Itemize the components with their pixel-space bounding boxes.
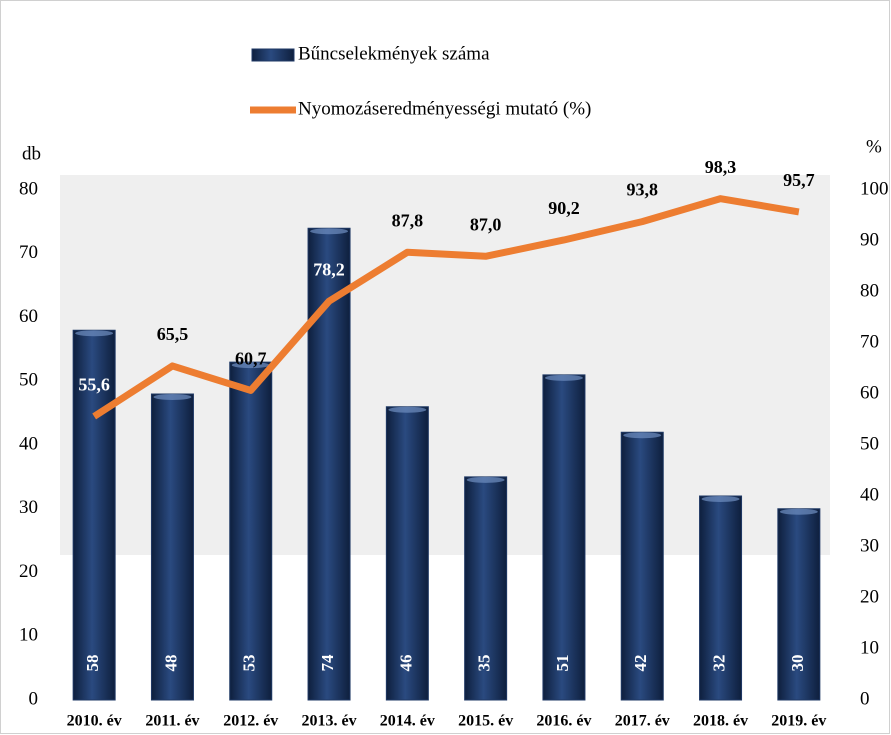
bar — [620, 431, 664, 701]
bar-cap — [310, 228, 349, 235]
x-tick-label: 2011. év — [145, 713, 199, 730]
x-tick-label: 2013. év — [301, 713, 356, 730]
line-value-label: 87,8 — [392, 210, 424, 230]
line-value-label: 55,6 — [78, 375, 110, 395]
x-tick-label: 2012. év — [223, 713, 278, 730]
y-tick-label: 20 — [19, 561, 38, 582]
x-tick-label: 2018. év — [693, 713, 748, 730]
y2-tick-label: 20 — [860, 586, 879, 607]
y2-tick-label: 100 — [860, 178, 889, 199]
line — [92, 195, 800, 420]
bar-value-label: 53 — [240, 655, 259, 672]
bar-cap — [623, 432, 662, 439]
bar-cap — [75, 330, 114, 337]
y2-tick-label: 0 — [860, 688, 870, 709]
y-tick-label: 50 — [19, 370, 38, 391]
y2-tick-label: 40 — [860, 484, 879, 505]
y2-tick-label: 30 — [860, 535, 879, 556]
y-tick-label: 40 — [19, 433, 38, 454]
y-tick-label: 70 — [19, 242, 38, 263]
bar-value-label: 42 — [631, 655, 650, 672]
y-tick-label: 0 — [29, 688, 39, 709]
x-tick-label: 2015. év — [458, 713, 513, 730]
bar-value-label: 51 — [553, 655, 572, 672]
line-value-label: 98,3 — [705, 157, 737, 177]
y-tick-label: 10 — [19, 625, 38, 646]
legend-label: Nyomozáseredményességi mutató (%) — [298, 98, 591, 119]
line-value-label: 87,0 — [470, 214, 502, 234]
bar-cap — [388, 406, 427, 413]
x-tick-label: 2016. év — [536, 713, 591, 730]
legend-label: Bűncselekmények száma — [298, 43, 490, 64]
line-value-label: 78,2 — [313, 259, 345, 279]
bar — [542, 374, 586, 701]
bar-value-label: 58 — [83, 655, 102, 672]
y-axis-label: db — [22, 143, 41, 164]
x-tick-label: 2017. év — [615, 713, 670, 730]
line-value-label: 65,5 — [157, 324, 189, 344]
bar-cap — [466, 476, 505, 483]
y2-tick-label: 60 — [860, 382, 879, 403]
bar — [464, 476, 508, 701]
y-tick-label: 30 — [19, 497, 38, 518]
y2-tick-label: 90 — [860, 229, 879, 250]
line-value-label: 93,8 — [627, 180, 659, 200]
bar-cap — [544, 374, 583, 381]
line-value-label: 60,7 — [235, 349, 267, 369]
bar — [385, 406, 429, 701]
x-tick-label: 2014. év — [380, 713, 435, 730]
bar — [699, 495, 743, 701]
bar-value-label: 48 — [161, 655, 180, 672]
line-value-label: 90,2 — [548, 198, 580, 218]
x-tick-label: 2019. év — [771, 713, 826, 730]
y2-tick-label: 50 — [860, 433, 879, 454]
y2-axis-label: % — [866, 136, 882, 157]
y2-tick-label: 70 — [860, 331, 879, 352]
bar-value-label: 35 — [475, 655, 494, 672]
legend-swatch — [251, 48, 295, 62]
x-tick-label: 2010. év — [67, 713, 122, 730]
y-tick-label: 80 — [19, 178, 38, 199]
bar-cap — [231, 362, 270, 369]
y-tick-label: 60 — [19, 306, 38, 327]
bar-cap — [779, 508, 818, 515]
bar — [150, 393, 194, 701]
bar-value-label: 74 — [318, 654, 337, 672]
bar-cap — [701, 496, 740, 502]
bar — [229, 361, 273, 701]
bar-value-label: 46 — [396, 655, 415, 672]
y2-tick-label: 10 — [860, 637, 879, 658]
bar — [307, 227, 351, 701]
line-value-label: 95,7 — [783, 170, 815, 190]
bar-value-label: 30 — [788, 655, 807, 672]
y2-tick-label: 80 — [860, 280, 879, 301]
bar-cap — [153, 394, 192, 400]
bar-value-label: 32 — [709, 655, 728, 672]
